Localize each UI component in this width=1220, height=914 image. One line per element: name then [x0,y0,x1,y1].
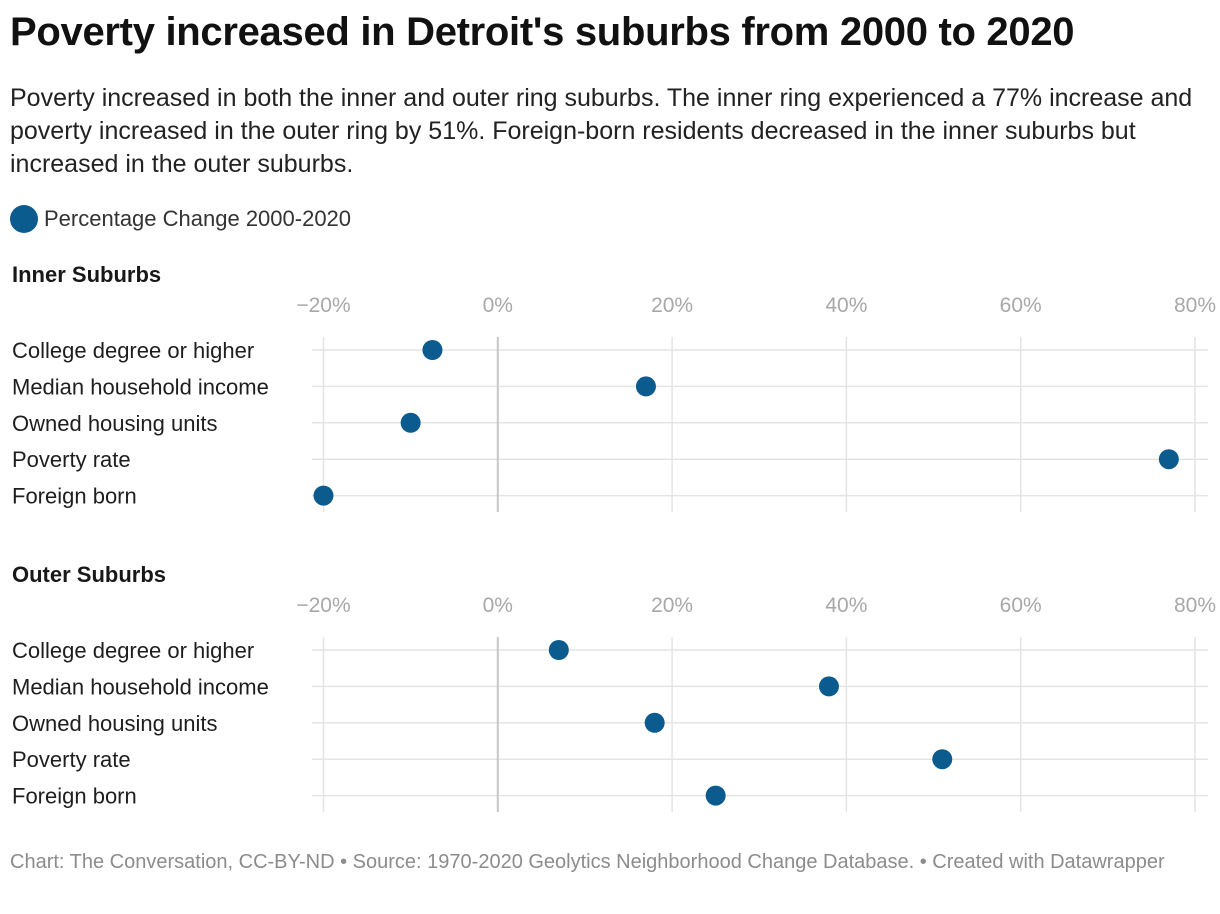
category-label: Owned housing units [12,711,217,736]
data-point [635,376,656,397]
x-tick-label: 40% [825,594,867,617]
data-point [548,640,569,660]
data-point [422,340,443,360]
category-label: Median household income [12,374,269,399]
category-label: Foreign born [12,784,137,809]
category-label: Owned housing units [12,411,217,436]
x-tick-label: −20% [296,594,350,617]
chart-footer: Chart: The Conversation, CC-BY-ND • Sour… [10,851,1165,873]
category-label: Foreign born [12,484,137,509]
category-label: Poverty rate [12,747,131,772]
x-tick-label: 0% [483,294,513,317]
inner-suburbs-panel: Inner Suburbs −20% 0% 20% 40% 60% 80% College … [0,262,1220,522]
outer-suburbs-panel: Outer Suburbs −20% 0% 20% 40% 60% 80% College … [0,562,1220,822]
data-point [400,412,421,433]
x-tick-label: 60% [1000,294,1042,317]
x-tick-label: 60% [1000,594,1042,617]
data-point [313,485,334,506]
outer-suburbs-title: Outer Suburbs [12,562,167,587]
category-label: Median household income [12,674,269,699]
outer-suburbs-chart: −20% 0% 20% 40% 60% 80% College degree or high… [12,594,1216,812]
legend-marker [10,205,38,233]
data-point [1158,449,1179,470]
chart-title: Poverty increased in Detroit's suburbs f… [10,10,1075,54]
x-tick-label: 80% [1174,594,1216,617]
data-point [644,712,665,733]
legend: Percentage Change 2000-2020 [10,205,351,233]
category-label: Poverty rate [12,447,131,472]
x-tick-label: 20% [651,594,693,617]
category-label: College degree or higher [12,638,254,663]
data-point [932,749,953,770]
category-label: College degree or higher [12,338,254,363]
x-tick-label: 40% [825,294,867,317]
x-tick-label: 0% [483,594,513,617]
chart-subtitle: Poverty increased in both the inner and … [10,84,1193,178]
legend-label: Percentage Change 2000-2020 [44,206,352,231]
data-point [818,676,839,697]
x-tick-label: −20% [296,294,350,317]
x-tick-label: 20% [651,294,693,317]
x-tick-label: 80% [1174,294,1216,317]
inner-suburbs-title: Inner Suburbs [12,262,162,287]
inner-suburbs-chart: −20% 0% 20% 40% 60% 80% College degree or high… [12,294,1216,512]
data-point [705,785,726,806]
